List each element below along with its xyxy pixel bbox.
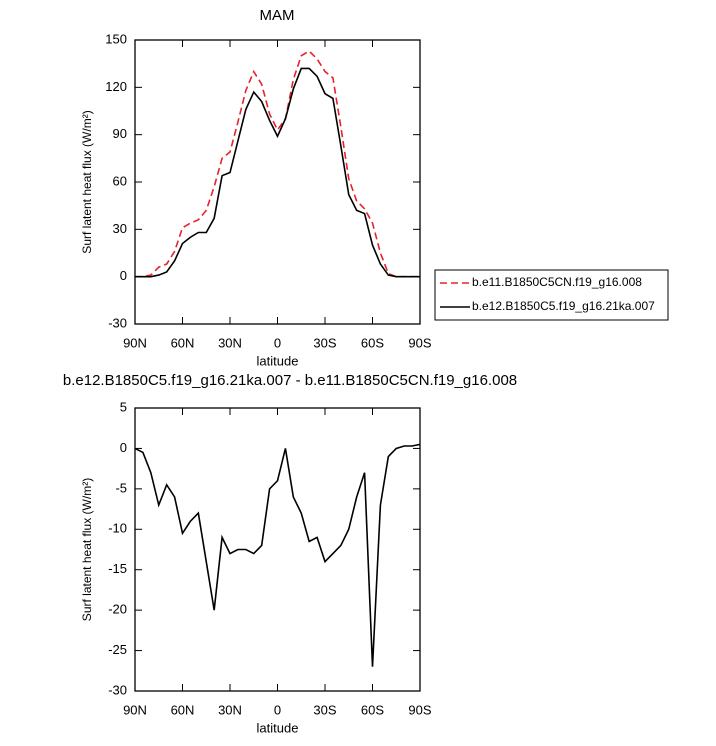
x-tick-label: 30S bbox=[313, 702, 336, 717]
legend-label: b.e11.B1850C5CN.f19_g16.008 bbox=[472, 275, 642, 289]
x-tick-label: 30N bbox=[218, 335, 242, 350]
x-tick-label: 90N bbox=[123, 335, 147, 350]
y-tick-label: 120 bbox=[105, 79, 127, 94]
y-tick-label: -25 bbox=[108, 642, 127, 657]
y-axis-label: Surf latent heat flux (W/m²) bbox=[80, 478, 94, 621]
x-tick-label: 60N bbox=[171, 335, 195, 350]
x-tick-label: 0 bbox=[274, 335, 281, 350]
y-tick-label: 0 bbox=[120, 440, 127, 455]
legend-label: b.e12.B1850C5.f19_g16.21ka.007 bbox=[472, 299, 655, 313]
chart-title: b.e12.B1850C5.f19_g16.21ka.007 - b.e11.B… bbox=[63, 372, 517, 389]
y-tick-label: -30 bbox=[108, 315, 127, 330]
x-tick-label: 0 bbox=[274, 702, 281, 717]
y-tick-label: 30 bbox=[113, 221, 127, 236]
data-line bbox=[135, 50, 420, 278]
y-axis-label: Surf latent heat flux (W/m²) bbox=[80, 110, 94, 253]
x-tick-label: 60N bbox=[171, 702, 195, 717]
y-tick-label: 60 bbox=[113, 173, 127, 188]
chart-title: MAM bbox=[260, 7, 295, 24]
y-tick-label: -15 bbox=[108, 561, 127, 576]
x-axis-label: latitude bbox=[257, 353, 299, 368]
y-tick-label: -30 bbox=[108, 682, 127, 697]
y-tick-label: 90 bbox=[113, 126, 127, 141]
data-line bbox=[135, 67, 420, 278]
x-axis-label: latitude bbox=[257, 720, 299, 735]
x-tick-label: 90N bbox=[123, 702, 147, 717]
data-line bbox=[134, 443, 421, 667]
x-tick-label: 30N bbox=[218, 702, 242, 717]
plot-frame bbox=[134, 407, 421, 692]
y-tick-label: 5 bbox=[120, 399, 127, 414]
y-tick-label: 0 bbox=[120, 268, 127, 283]
y-tick-label: -20 bbox=[108, 602, 127, 617]
y-tick-label: 150 bbox=[105, 31, 127, 46]
x-tick-label: 90S bbox=[408, 702, 431, 717]
legend-box bbox=[434, 269, 669, 321]
x-tick-label: 60S bbox=[361, 702, 384, 717]
x-tick-label: 30S bbox=[313, 335, 336, 350]
y-tick-label: -5 bbox=[115, 480, 127, 495]
x-tick-label: 60S bbox=[361, 335, 384, 350]
y-tick-label: -10 bbox=[108, 521, 127, 536]
x-tick-label: 90S bbox=[408, 335, 431, 350]
plot-frame bbox=[134, 39, 421, 325]
